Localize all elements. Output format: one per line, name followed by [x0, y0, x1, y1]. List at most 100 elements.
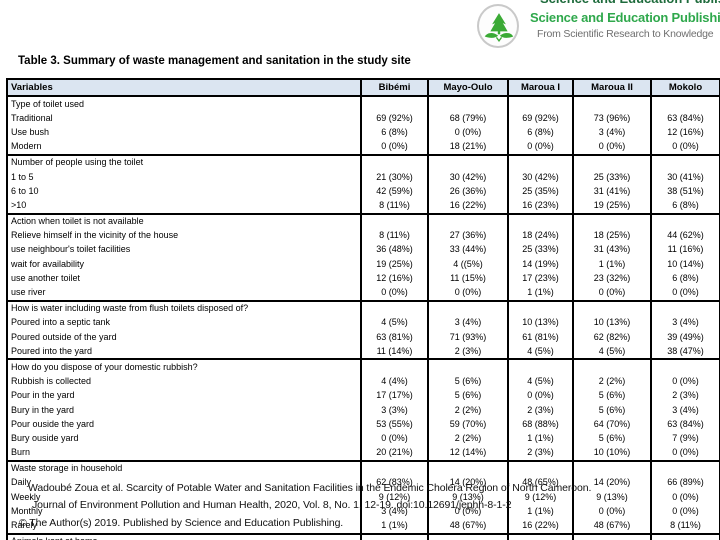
table-section-row: Number of people using the toilet: [6, 153, 720, 170]
cell-value: 36 (48%): [360, 242, 429, 258]
row-label: Modern: [6, 139, 362, 155]
empty-cell: [507, 153, 574, 170]
cell-value: 38 (47%): [650, 344, 720, 360]
cell-value: 11 (14%): [360, 344, 429, 360]
cell-value: 30 (42%): [427, 169, 509, 185]
cell-value: 0 (0%): [650, 504, 720, 519]
empty-cell: [650, 212, 720, 229]
cell-value: 2 (3%): [507, 445, 574, 461]
cell-value: 62 (83%): [360, 475, 429, 491]
cell-value: 62 (82%): [572, 330, 652, 345]
row-label: Rubbish is collected: [6, 374, 362, 389]
row-label: Rarely: [6, 518, 362, 534]
citation-line-3: © The Author(s) 2019. Published by Scien…: [19, 517, 344, 529]
cell-value: 9 (13%): [427, 490, 509, 505]
empty-cell: [572, 94, 652, 112]
row-label: wait for availability: [6, 257, 362, 272]
cell-value: 4 (5%): [360, 315, 429, 330]
table-section-row: Type of toilet used: [6, 94, 720, 112]
table-row: Pour in the yard 17 (17%) 5 (6%) 0 (0%) 5 (6…: [6, 388, 720, 403]
cell-value: 4 (5%): [572, 344, 652, 360]
cell-value: 1 (1%): [507, 504, 574, 519]
row-label: Bury in the yard: [6, 402, 362, 418]
table-row: Poured into a septic tank 4 (5%) 3 (4%) 10 …: [6, 315, 720, 330]
clipped-top-banner-text: Science and Education Publishing: [540, 0, 720, 6]
empty-cell: [427, 94, 509, 112]
cell-value: 6 (8%): [650, 271, 720, 286]
table-row: Modern 0 (0%) 18 (21%) 0 (0%) 0 (0%) 0 (0%): [6, 139, 720, 155]
row-label: Bury ouside yard: [6, 431, 362, 446]
cell-value: 3 (4%): [572, 125, 652, 140]
cell-value: 17 (17%): [360, 388, 429, 403]
row-label: Poured into a septic tank: [6, 315, 362, 330]
cell-value: 0 (0%): [507, 139, 574, 155]
cell-value: 18 (25%): [572, 228, 652, 243]
table-section-row: How is water including waste from flush …: [6, 299, 720, 316]
cell-value: 23 (32%): [572, 271, 652, 286]
empty-cell: [572, 299, 652, 316]
summary-table-container: Variables Bibémi Mayo-Oulo Maroua I Maroua I…: [6, 78, 720, 540]
cell-value: 5 (6%): [427, 388, 509, 403]
cell-value: 14 (20%): [572, 475, 652, 491]
cell-value: 0 (0%): [360, 285, 429, 301]
cell-value: 53 (55%): [360, 417, 429, 432]
row-label: 6 to 10: [6, 184, 362, 199]
empty-cell: [427, 358, 509, 375]
table-title: Table 3. Summary of waste management and…: [18, 55, 411, 67]
table-row: Traditional 69 (92%) 68 (79%) 69 (92%) 73 (9…: [6, 111, 720, 126]
table-row: Relieve himself in the vicinity of the h…: [6, 228, 720, 243]
cell-value: 3 (4%): [650, 315, 720, 330]
empty-cell: [507, 358, 574, 375]
empty-cell: [507, 532, 574, 540]
cell-value: 48 (67%): [572, 518, 652, 534]
cell-value: 9 (13%): [572, 490, 652, 505]
section-header-label: How do you dispose of your domestic rubb…: [6, 358, 362, 375]
row-label: use river: [6, 285, 362, 301]
cell-value: 16 (22%): [427, 198, 509, 214]
cell-value: 19 (25%): [360, 257, 429, 272]
table-row: Use bush 6 (8%) 0 (0%) 6 (8%) 3 (4%) 12 (16%): [6, 125, 720, 140]
empty-cell: [507, 299, 574, 316]
cell-value: 39 (49%): [650, 330, 720, 345]
empty-cell: [360, 299, 429, 316]
table-row: Poured outside of the yard 63 (81%) 71 (93…: [6, 330, 720, 345]
cell-value: 16 (23%): [507, 198, 574, 214]
empty-cell: [572, 153, 652, 170]
cell-value: 0 (0%): [650, 285, 720, 301]
cell-value: 11 (16%): [650, 242, 720, 258]
cell-value: 3 (4%): [360, 504, 429, 519]
cell-value: 63 (84%): [650, 111, 720, 126]
row-label: Poured outside of the yard: [6, 330, 362, 345]
column-header: Maroua I: [507, 78, 574, 97]
cell-value: 17 (23%): [507, 271, 574, 286]
column-header: Maroua II: [572, 78, 652, 97]
empty-cell: [572, 459, 652, 476]
cell-value: 10 (13%): [572, 315, 652, 330]
cell-value: 10 (13%): [507, 315, 574, 330]
table-row: Pour ouside the yard 53 (55%) 59 (70%) 68 (…: [6, 417, 720, 432]
cell-value: 3 (3%): [360, 402, 429, 418]
cell-value: 26 (36%): [427, 184, 509, 199]
cell-value: 48 (67%): [427, 518, 509, 534]
cell-value: 4 (5%): [507, 344, 574, 360]
cell-value: 73 (96%): [572, 111, 652, 126]
empty-cell: [507, 212, 574, 229]
cell-value: 5 (6%): [572, 388, 652, 403]
cell-value: 10 (10%): [572, 445, 652, 461]
cell-value: 6 (8%): [650, 198, 720, 214]
cell-value: 44 (62%): [650, 228, 720, 243]
cell-value: 0 (0%): [650, 445, 720, 461]
table-row: Rubbish is collected 4 (4%) 5 (6%) 4 (5%) 2 …: [6, 374, 720, 389]
table-row: >10 8 (11%) 16 (22%) 16 (23%) 19 (25%) 6 (8%): [6, 198, 720, 214]
table-section-row: Waste storage in household: [6, 459, 720, 476]
row-label: Daily: [6, 475, 362, 491]
cell-value: 68 (88%): [507, 417, 574, 432]
cell-value: 20 (21%): [360, 445, 429, 461]
cell-value: 2 (2%): [427, 431, 509, 446]
cell-value: 31 (43%): [572, 242, 652, 258]
empty-cell: [507, 459, 574, 476]
cell-value: 4 (5%): [507, 374, 574, 389]
section-header-label: How is water including waste from flush …: [6, 299, 362, 316]
cell-value: 12 (16%): [650, 125, 720, 140]
cell-value: 0 (0%): [572, 285, 652, 301]
